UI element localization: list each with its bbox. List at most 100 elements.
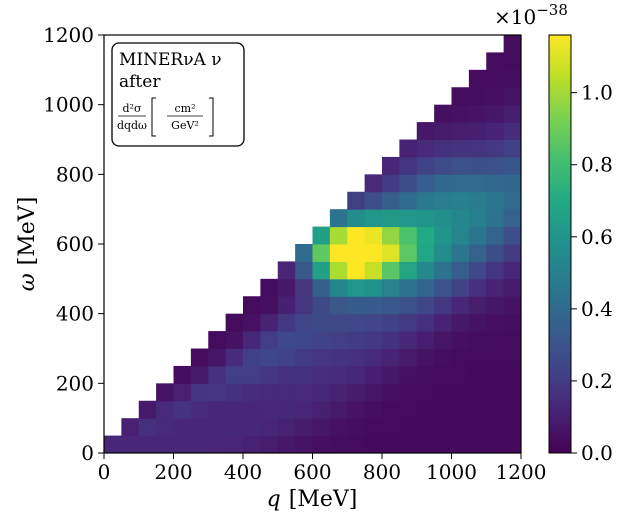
heatmap-cell [416, 191, 435, 210]
heatmap-cell [468, 122, 487, 140]
heatmap-cell [190, 383, 209, 402]
x-axis: 0 200 400 600 800 1000 1200 [98, 453, 547, 484]
heatmap-cell [451, 139, 470, 158]
heatmap-cell [468, 191, 487, 210]
heatmap-cell [451, 296, 470, 315]
heatmap-cell [260, 296, 279, 315]
x-tick-label: 1200 [496, 460, 547, 484]
heatmap-cell [503, 400, 522, 419]
heatmap-cell [468, 244, 487, 262]
heatmap-cell [434, 139, 452, 158]
heatmap-cell [347, 261, 366, 280]
heatmap-cell [486, 313, 505, 332]
heatmap-cell [486, 261, 505, 280]
heatmap-cell [364, 278, 383, 297]
heatmap-cell [434, 278, 452, 297]
heatmap-cell [260, 435, 279, 454]
heatmap-cell [364, 365, 383, 384]
heatmap-cell [260, 383, 279, 402]
heatmap-cell [503, 35, 522, 53]
heatmap-cell [451, 156, 470, 175]
heatmap-cell [416, 400, 435, 419]
heatmap-cell [364, 261, 383, 280]
heatmap-cell [295, 365, 313, 384]
heatmap-cell [208, 383, 227, 402]
heatmap-cell [156, 400, 174, 419]
heatmap-cell [416, 418, 435, 437]
heatmap-cell [329, 348, 348, 367]
heatmap-cell [399, 209, 418, 228]
heatmap-cell [416, 261, 435, 280]
heatmap-cell [416, 244, 435, 262]
heatmap-cell [382, 278, 400, 297]
heatmap-cell [347, 244, 366, 262]
heatmap-cell [486, 400, 505, 419]
y-tick-label: 800 [56, 162, 94, 186]
heatmap-cell [468, 87, 487, 106]
heatmap-cell [486, 87, 505, 106]
colorbar-frame [548, 34, 572, 454]
heatmap-cell [434, 418, 452, 437]
heatmap-cell [243, 348, 261, 367]
heatmap-cell [399, 400, 418, 419]
heatmap-cell [468, 331, 487, 349]
heatmap-cell [295, 331, 313, 349]
heatmap-cell [173, 383, 192, 402]
heatmap-cell [399, 139, 418, 158]
heatmap-cell [243, 365, 261, 384]
heatmap-cell [173, 365, 192, 384]
heatmap-cell [434, 331, 452, 349]
colorbar-tick-label: 0.2 [581, 369, 613, 393]
heatmap-cell [364, 244, 383, 262]
heatmap-cell [156, 435, 174, 454]
heatmap-cell [503, 209, 522, 228]
heatmap-cell [486, 365, 505, 384]
heatmap-cell [468, 365, 487, 384]
heatmap-cell [451, 435, 470, 454]
heatmap-cell [329, 383, 348, 402]
heatmap-cell [295, 278, 313, 297]
heatmap-cell [399, 313, 418, 332]
heatmap-cell [503, 348, 522, 367]
legend-title: MINERνA ν [119, 50, 222, 70]
heatmap-cell [486, 296, 505, 315]
heatmap-cell [225, 313, 244, 332]
heatmap-cell [347, 296, 366, 315]
heatmap-cell [503, 383, 522, 402]
heatmap-cell [399, 348, 418, 367]
heatmap-cell [399, 278, 418, 297]
heatmap-cell [190, 418, 209, 437]
heatmap-cell [208, 365, 227, 384]
heatmap-cell [138, 435, 157, 454]
heatmap-cell [416, 383, 435, 402]
heatmap-cell [434, 365, 452, 384]
heatmap-cell [382, 435, 400, 454]
heatmap-cell [382, 244, 400, 262]
heatmap-cell [451, 278, 470, 297]
heatmap-cell [434, 104, 452, 123]
heatmap-cell [347, 278, 366, 297]
heatmap-cell [312, 435, 331, 454]
heatmap-cell [190, 400, 209, 419]
legend-unit-numerator: cm² [174, 102, 195, 115]
heatmap-cell [434, 296, 452, 315]
heatmap-cell [382, 365, 400, 384]
heatmap-cell [434, 156, 452, 175]
heatmap-cell [295, 400, 313, 419]
heatmap-cell [295, 348, 313, 367]
heatmap-cell [225, 365, 244, 384]
x-tick-label: 200 [154, 460, 192, 484]
heatmap-cell [364, 435, 383, 454]
heatmap-cell [312, 400, 331, 419]
colorbar-tick-label: 0.0 [581, 441, 613, 465]
heatmap-cell [295, 296, 313, 315]
heatmap-cell [468, 226, 487, 245]
heatmap-cell [312, 296, 331, 315]
heatmap-cell [434, 174, 452, 193]
heatmap-cell [260, 313, 279, 332]
heatmap-cell [382, 383, 400, 402]
heatmap-cell [225, 418, 244, 437]
heatmap-cell [434, 261, 452, 280]
heatmap-cell [486, 209, 505, 228]
